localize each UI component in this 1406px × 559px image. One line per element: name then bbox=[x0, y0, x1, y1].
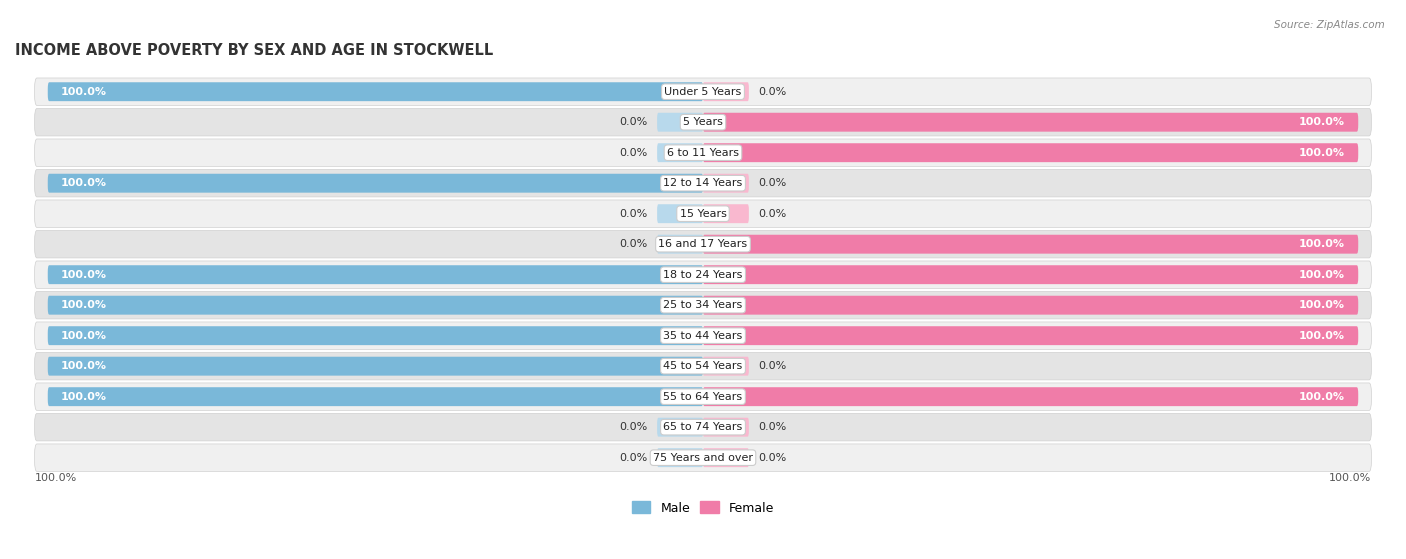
FancyBboxPatch shape bbox=[703, 82, 749, 101]
Text: 100.0%: 100.0% bbox=[1299, 269, 1346, 280]
FancyBboxPatch shape bbox=[703, 357, 749, 376]
Text: 0.0%: 0.0% bbox=[619, 209, 647, 219]
Text: 6 to 11 Years: 6 to 11 Years bbox=[666, 148, 740, 158]
Legend: Male, Female: Male, Female bbox=[627, 496, 779, 519]
Text: 0.0%: 0.0% bbox=[759, 422, 787, 432]
FancyBboxPatch shape bbox=[35, 261, 1371, 288]
Text: 100.0%: 100.0% bbox=[1329, 473, 1371, 484]
FancyBboxPatch shape bbox=[35, 444, 1371, 471]
Text: 0.0%: 0.0% bbox=[759, 209, 787, 219]
Text: 100.0%: 100.0% bbox=[1299, 392, 1346, 402]
FancyBboxPatch shape bbox=[48, 326, 703, 345]
FancyBboxPatch shape bbox=[703, 174, 749, 193]
Text: 100.0%: 100.0% bbox=[60, 392, 107, 402]
Text: Source: ZipAtlas.com: Source: ZipAtlas.com bbox=[1274, 20, 1385, 30]
Text: 15 Years: 15 Years bbox=[679, 209, 727, 219]
Text: 75 Years and over: 75 Years and over bbox=[652, 453, 754, 463]
Text: 100.0%: 100.0% bbox=[1299, 239, 1346, 249]
Text: 0.0%: 0.0% bbox=[759, 178, 787, 188]
FancyBboxPatch shape bbox=[48, 357, 703, 376]
Text: 55 to 64 Years: 55 to 64 Years bbox=[664, 392, 742, 402]
Text: 100.0%: 100.0% bbox=[60, 361, 107, 371]
FancyBboxPatch shape bbox=[703, 296, 1358, 315]
FancyBboxPatch shape bbox=[48, 387, 703, 406]
FancyBboxPatch shape bbox=[703, 204, 749, 223]
FancyBboxPatch shape bbox=[657, 204, 703, 223]
FancyBboxPatch shape bbox=[35, 230, 1371, 258]
Text: 0.0%: 0.0% bbox=[619, 422, 647, 432]
Text: 5 Years: 5 Years bbox=[683, 117, 723, 127]
Text: 100.0%: 100.0% bbox=[35, 473, 77, 484]
Text: 100.0%: 100.0% bbox=[1299, 148, 1346, 158]
FancyBboxPatch shape bbox=[703, 113, 1358, 132]
Text: 65 to 74 Years: 65 to 74 Years bbox=[664, 422, 742, 432]
Text: 45 to 54 Years: 45 to 54 Years bbox=[664, 361, 742, 371]
FancyBboxPatch shape bbox=[35, 383, 1371, 410]
Text: 0.0%: 0.0% bbox=[759, 453, 787, 463]
Text: 18 to 24 Years: 18 to 24 Years bbox=[664, 269, 742, 280]
Text: 25 to 34 Years: 25 to 34 Years bbox=[664, 300, 742, 310]
FancyBboxPatch shape bbox=[703, 143, 1358, 162]
FancyBboxPatch shape bbox=[35, 169, 1371, 197]
FancyBboxPatch shape bbox=[35, 353, 1371, 380]
Text: 100.0%: 100.0% bbox=[1299, 300, 1346, 310]
FancyBboxPatch shape bbox=[703, 448, 749, 467]
FancyBboxPatch shape bbox=[35, 139, 1371, 167]
FancyBboxPatch shape bbox=[657, 418, 703, 437]
Text: INCOME ABOVE POVERTY BY SEX AND AGE IN STOCKWELL: INCOME ABOVE POVERTY BY SEX AND AGE IN S… bbox=[15, 43, 494, 58]
Text: 100.0%: 100.0% bbox=[60, 178, 107, 188]
Text: 100.0%: 100.0% bbox=[60, 300, 107, 310]
Text: 35 to 44 Years: 35 to 44 Years bbox=[664, 331, 742, 340]
FancyBboxPatch shape bbox=[48, 174, 703, 193]
FancyBboxPatch shape bbox=[703, 418, 749, 437]
FancyBboxPatch shape bbox=[35, 414, 1371, 441]
FancyBboxPatch shape bbox=[657, 448, 703, 467]
Text: 12 to 14 Years: 12 to 14 Years bbox=[664, 178, 742, 188]
Text: 0.0%: 0.0% bbox=[619, 239, 647, 249]
FancyBboxPatch shape bbox=[703, 235, 1358, 254]
FancyBboxPatch shape bbox=[703, 387, 1358, 406]
FancyBboxPatch shape bbox=[35, 200, 1371, 228]
Text: 0.0%: 0.0% bbox=[759, 87, 787, 97]
Text: 100.0%: 100.0% bbox=[1299, 117, 1346, 127]
Text: 100.0%: 100.0% bbox=[60, 87, 107, 97]
FancyBboxPatch shape bbox=[48, 82, 703, 101]
FancyBboxPatch shape bbox=[48, 296, 703, 315]
Text: 100.0%: 100.0% bbox=[60, 331, 107, 340]
Text: 16 and 17 Years: 16 and 17 Years bbox=[658, 239, 748, 249]
FancyBboxPatch shape bbox=[35, 291, 1371, 319]
FancyBboxPatch shape bbox=[35, 78, 1371, 106]
FancyBboxPatch shape bbox=[657, 113, 703, 132]
FancyBboxPatch shape bbox=[703, 326, 1358, 345]
Text: 0.0%: 0.0% bbox=[619, 148, 647, 158]
Text: 0.0%: 0.0% bbox=[619, 453, 647, 463]
FancyBboxPatch shape bbox=[657, 235, 703, 254]
Text: 100.0%: 100.0% bbox=[1299, 331, 1346, 340]
FancyBboxPatch shape bbox=[35, 322, 1371, 349]
FancyBboxPatch shape bbox=[48, 265, 703, 284]
Text: Under 5 Years: Under 5 Years bbox=[665, 87, 741, 97]
FancyBboxPatch shape bbox=[657, 143, 703, 162]
Text: 0.0%: 0.0% bbox=[759, 361, 787, 371]
Text: 0.0%: 0.0% bbox=[619, 117, 647, 127]
Text: 100.0%: 100.0% bbox=[60, 269, 107, 280]
FancyBboxPatch shape bbox=[35, 108, 1371, 136]
FancyBboxPatch shape bbox=[703, 265, 1358, 284]
